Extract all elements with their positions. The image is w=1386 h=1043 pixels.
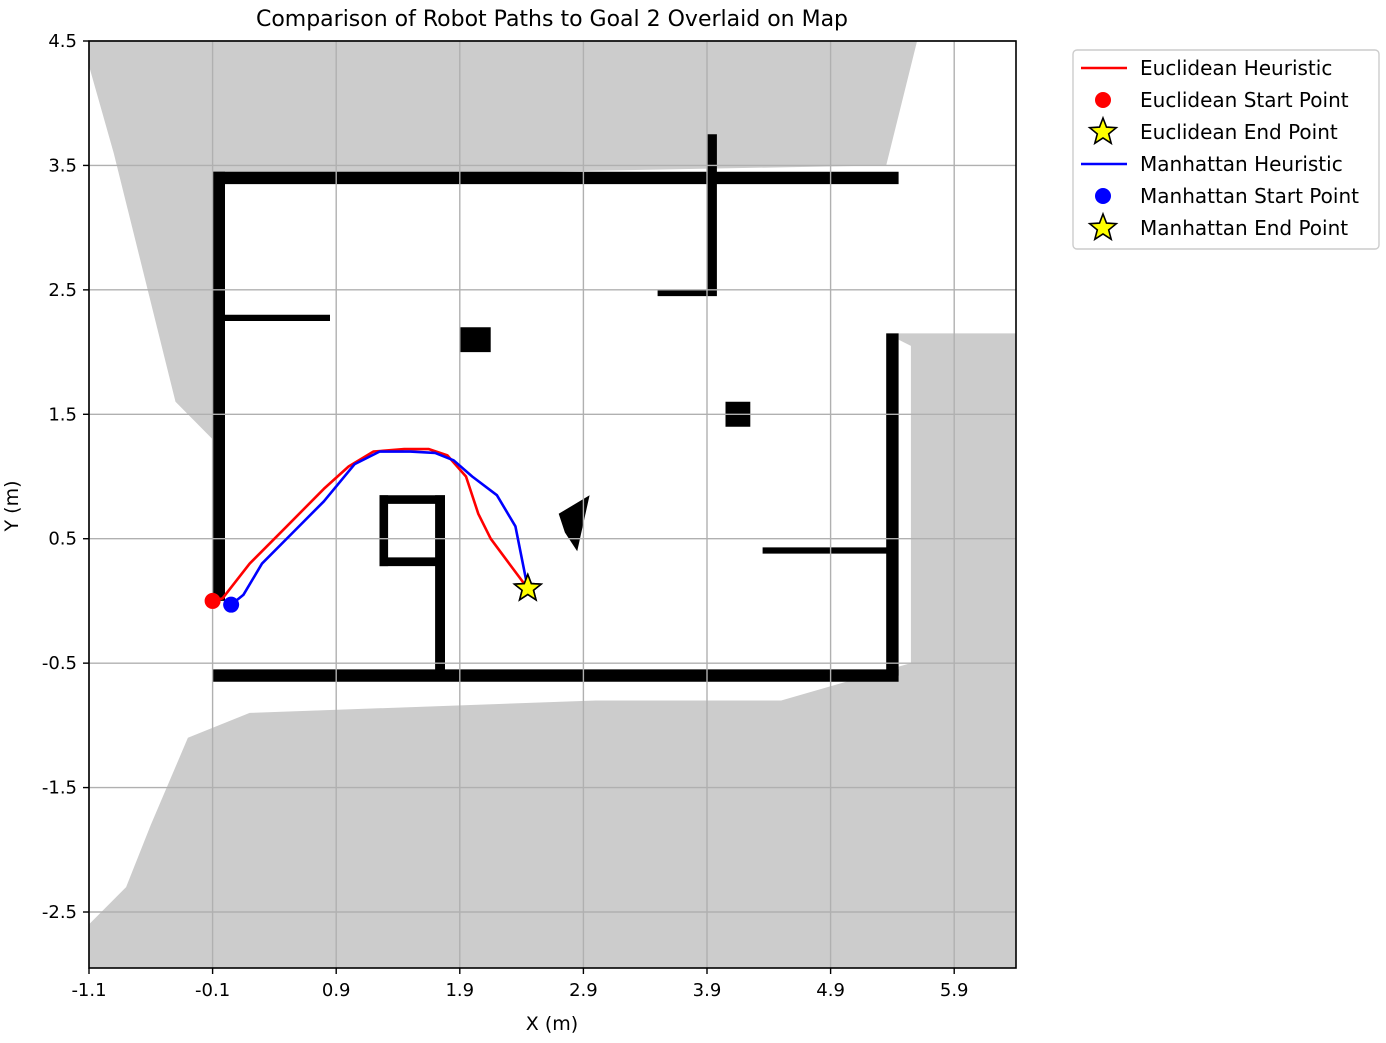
series-line-3 [229,450,530,607]
x-tick-label-4: 2.9 [569,980,598,1001]
legend-label-1: Euclidean Start Point [1140,88,1349,112]
map-obstacle-4 [435,495,445,676]
legend-dot-marker-1 [1095,92,1111,108]
x-tick-label-7: 5.9 [940,980,969,1001]
map-obstacle-14 [558,495,590,552]
map-obstacle-10 [886,333,899,676]
y-tick-label-1: 3.5 [48,155,77,176]
map-obstacle-5 [379,495,445,504]
x-tick-label-2: 0.9 [322,980,351,1001]
y-tick-label-0: 4.5 [48,31,77,52]
map-obstacle-11 [762,547,893,554]
legend-box [1072,49,1380,250]
legend-label-0: Euclidean Heuristic [1140,56,1332,80]
axes-frame [88,40,1017,969]
map-obstacle-7 [379,557,445,567]
y-tick-label-2: 2.5 [48,280,77,301]
series-line-0 [211,447,530,603]
map-obstacle-6 [379,495,389,567]
legend-label-5: Manhattan End Point [1140,216,1348,240]
x-tick-label-3: 1.9 [445,980,474,1001]
map-obstacle-12 [459,327,491,353]
legend-label-4: Manhattan Start Point [1140,184,1359,208]
map-unknown-region-1 [89,333,1016,968]
x-tick-label-5: 3.9 [693,980,722,1001]
map-obstacle-2 [225,314,330,321]
y-tick-label-4: 0.5 [48,529,77,550]
x-tick-label-6: 4.9 [816,980,845,1001]
series-start-point-1 [204,592,221,609]
legend: Euclidean Heuristic Euclidean Start Point… [1072,49,1380,250]
x-axis-label: X (m) [526,1013,578,1035]
legend-star-marker-2 [1087,115,1119,146]
map-obstacle-3 [212,669,899,682]
legend-star-marker-5 [1087,211,1119,242]
map-obstacle-0 [212,171,899,185]
y-tick-label-6: -1.5 [42,778,77,799]
y-tick-label-7: -2.5 [42,902,77,923]
plot-area: -1.1 -0.1 0.9 1.9 2.9 3.9 4.9 5.9 4.5 3.5 2.5 1.5 0.… [42,31,1017,1001]
legend-label-2: Euclidean End Point [1140,120,1338,144]
x-tick-label-0: -1.1 [71,980,106,1001]
series-start-point-4 [223,596,240,613]
legend-dot-marker-4 [1095,188,1111,204]
chart-title: Comparison of Robot Paths to Goal 2 Over… [256,7,848,32]
map-obstacle-1 [212,171,225,601]
map-obstacle-9 [657,289,717,297]
map-obstacle-8 [707,134,717,290]
legend-label-3: Manhattan Heuristic [1140,152,1343,176]
y-axis-label: Y (m) [1,481,23,533]
x-tick-label-1: -0.1 [195,980,230,1001]
y-tick-label-5: -0.5 [42,653,77,674]
map-layer [89,41,1016,968]
y-tick-label-3: 1.5 [48,404,77,425]
series-end-point-5 [512,572,544,602]
